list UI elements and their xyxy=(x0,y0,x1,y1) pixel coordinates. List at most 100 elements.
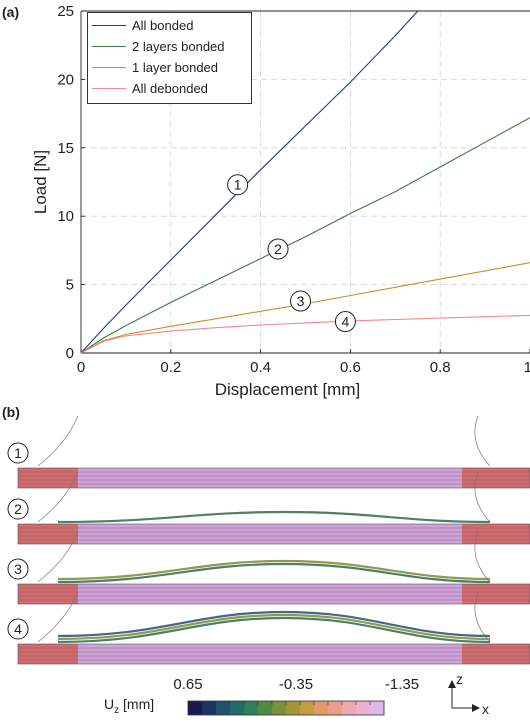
annotation-label: 1 xyxy=(234,177,242,193)
colorbar-tick-label: 0.65 xyxy=(173,676,202,693)
y-tick-label: 10 xyxy=(57,208,74,225)
y-tick-label: 20 xyxy=(57,71,74,88)
laminate-end-right xyxy=(462,644,530,664)
support-arc-left xyxy=(37,415,79,467)
debonded-layer xyxy=(57,613,491,641)
legend-label: 1 layer bonded xyxy=(132,60,219,75)
laminate-end-left xyxy=(18,524,78,544)
laminate-base xyxy=(18,584,530,604)
row-number-circle xyxy=(7,498,29,520)
laminate-outline xyxy=(17,467,530,489)
legend-label: All bonded xyxy=(132,18,194,33)
legend-item-2-layers: 2 layers bonded xyxy=(92,38,225,55)
annotation-label: 3 xyxy=(297,293,305,309)
laminate-base xyxy=(18,644,530,664)
laminate-end-left xyxy=(18,468,78,488)
laminate-base xyxy=(18,468,530,488)
laminate-end-right xyxy=(462,584,530,604)
legend-swatch xyxy=(92,67,126,68)
debonded-layer xyxy=(57,559,491,581)
debonded-layer xyxy=(57,610,491,638)
y-tick-label: 25 xyxy=(57,3,74,20)
debonded-layer xyxy=(57,616,491,644)
legend-item-all-bonded: All bonded xyxy=(92,17,193,34)
laminate-end-right xyxy=(462,524,530,544)
x-tick-label: 1 xyxy=(524,359,530,376)
x-tick-label: 0.4 xyxy=(250,359,271,376)
colorbar-swatch xyxy=(328,701,343,715)
support-arc-right xyxy=(474,471,491,523)
laminate-base xyxy=(18,524,530,544)
row-number: 3 xyxy=(14,561,22,577)
annotation-circle xyxy=(290,290,311,312)
annotation-label: 2 xyxy=(274,241,282,257)
laminate-end-left xyxy=(18,644,78,664)
colorbar-swatch xyxy=(370,701,385,715)
x-tick-label: 0.2 xyxy=(160,359,181,376)
row-number-circle xyxy=(7,558,29,580)
row-number-circle xyxy=(7,442,29,464)
x-tick-label: 0.8 xyxy=(430,359,451,376)
laminate-outline xyxy=(17,643,530,665)
legend-swatch xyxy=(92,88,126,89)
annotation-circle xyxy=(267,238,289,260)
panel-b-label: (b) xyxy=(2,404,20,420)
axis-triad: zx xyxy=(448,671,489,717)
laminate-end-right xyxy=(462,468,530,488)
support-arc-right xyxy=(474,415,491,467)
legend: All bonded 2 layers bonded 1 layer bonde… xyxy=(87,12,252,104)
debonded-layer xyxy=(57,510,491,524)
legend-swatch xyxy=(92,25,126,26)
colorbar-tick-label: -0.35 xyxy=(279,676,313,693)
laminate-outline xyxy=(17,523,530,545)
colorbar-swatch xyxy=(342,701,357,715)
support-arc-left xyxy=(37,531,79,583)
colorbar: 0.65 -0.35 -1.35 xyxy=(173,676,419,716)
colorbar-tick-label: -1.35 xyxy=(385,676,419,693)
colorbar-swatch xyxy=(300,701,315,715)
triad-x-arrow xyxy=(472,704,480,712)
row-number-circle xyxy=(7,618,29,640)
y-axis-label: Load [N] xyxy=(31,150,50,214)
colorbar-swatch xyxy=(244,701,259,715)
row-number: 1 xyxy=(14,445,22,461)
row-number: 2 xyxy=(14,501,22,517)
colorbar-swatch xyxy=(286,701,301,715)
legend-label: All debonded xyxy=(132,81,208,96)
colorbar-subscript: z xyxy=(114,704,120,716)
laminate-outline xyxy=(17,583,530,605)
x-axis-label: Displacement [mm] xyxy=(215,380,360,399)
x-tick-label: 0 xyxy=(77,359,85,376)
colorbar-swatch xyxy=(314,701,329,715)
panel-a-label: (a) xyxy=(2,4,20,20)
y-tick-label: 5 xyxy=(66,277,74,294)
colorbar-swatch xyxy=(230,701,245,715)
legend-swatch xyxy=(92,46,126,47)
colorbar-swatch xyxy=(188,701,203,715)
colorbar-swatch xyxy=(258,701,273,715)
series-line xyxy=(81,262,530,353)
x-tick-label: 0.6 xyxy=(340,359,361,376)
legend-item-all-debonded: All debonded xyxy=(92,80,208,97)
support-arc-left xyxy=(37,471,79,523)
annotation-label: 4 xyxy=(342,314,350,330)
deformation-panel: 1 2 3 4 xyxy=(7,415,530,665)
annotation-circle xyxy=(227,174,249,196)
legend-item-1-layer: 1 layer bonded xyxy=(92,59,218,76)
y-tick-label: 15 xyxy=(57,140,74,157)
triad-z-arrow xyxy=(448,680,456,688)
laminate-end-left xyxy=(18,584,78,604)
legend-label: 2 layers bonded xyxy=(132,39,225,54)
triad-z-label: z xyxy=(456,671,463,687)
colorbar-swatch xyxy=(356,701,371,715)
support-arc-left xyxy=(37,591,79,643)
colorbar-quantity: U xyxy=(104,696,115,712)
colorbar-swatch xyxy=(216,701,231,715)
colorbar-swatch xyxy=(202,701,217,715)
colorbar-unit: [mm] xyxy=(119,696,155,712)
debonded-layer xyxy=(57,562,491,584)
colorbar-label: Uz [mm] xyxy=(104,696,154,716)
y-tick-label: 0 xyxy=(66,345,74,362)
